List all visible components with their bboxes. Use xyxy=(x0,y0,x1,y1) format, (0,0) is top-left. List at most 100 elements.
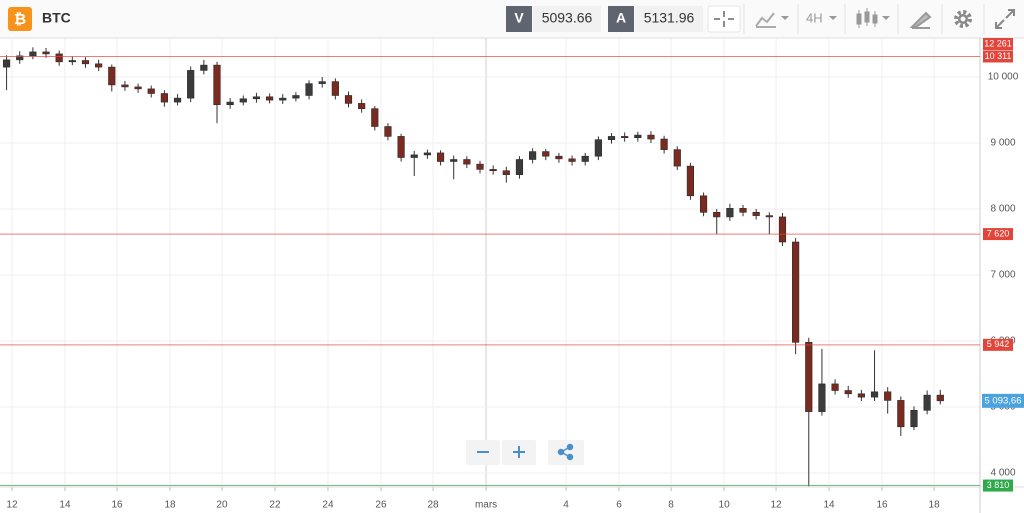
y-tick-label: 9 000 xyxy=(990,138,1015,149)
candle-body xyxy=(358,103,366,109)
price-level-tag xyxy=(983,479,1013,492)
draw-tool-button[interactable] xyxy=(909,11,932,29)
candle-body xyxy=(594,139,602,157)
candle-body xyxy=(607,136,616,141)
candle-body xyxy=(68,60,76,63)
timeframe-button[interactable]: 4H xyxy=(806,10,837,25)
candle-body xyxy=(765,215,773,218)
candle-body xyxy=(173,97,182,103)
candle-body xyxy=(371,108,379,127)
x-tick-label: mars xyxy=(475,500,497,511)
x-tick-label: 6 xyxy=(616,500,622,511)
share-button[interactable] xyxy=(548,440,584,465)
candle-body xyxy=(555,155,563,160)
x-tick-label: 14 xyxy=(59,500,71,511)
candle-body xyxy=(686,165,695,197)
buy-price[interactable]: 5131.96 xyxy=(644,10,695,26)
zoom-in-icon xyxy=(513,446,525,458)
candle-body xyxy=(699,195,708,213)
candle-body xyxy=(805,342,813,412)
candle-body xyxy=(778,216,787,243)
candle-body xyxy=(923,394,931,411)
candle-body xyxy=(16,55,24,61)
candle-body xyxy=(489,169,497,172)
candle-body xyxy=(621,136,629,139)
btc-icon xyxy=(8,7,32,31)
candle-body xyxy=(844,390,852,395)
candle-body xyxy=(134,86,142,90)
candle-body xyxy=(870,391,879,398)
x-tick-label: 12 xyxy=(770,500,782,511)
chart-type-button[interactable] xyxy=(755,12,789,28)
symbol: BTC xyxy=(42,10,71,26)
btc-glyph: ₿ xyxy=(14,11,26,28)
candle-body xyxy=(2,59,11,68)
candle-body xyxy=(95,63,103,68)
candle-body xyxy=(108,66,116,86)
x-tick-label: 10 xyxy=(719,500,731,511)
x-tick-label: 14 xyxy=(823,500,835,511)
x-tick-label: 8 xyxy=(668,500,674,511)
buy-label[interactable]: A xyxy=(616,10,626,26)
candle-body xyxy=(897,400,905,428)
zoom-controls xyxy=(466,440,584,465)
sell-label[interactable]: V xyxy=(514,10,524,26)
sell-button[interactable] xyxy=(506,6,532,32)
candle-body xyxy=(476,163,484,170)
candle-body xyxy=(739,208,747,213)
crosshair-button[interactable] xyxy=(707,5,741,33)
candle-body xyxy=(384,126,392,137)
settings-button[interactable] xyxy=(954,10,972,28)
x-tick-label: 18 xyxy=(164,500,176,511)
candle-body xyxy=(831,383,839,391)
candle-style-button[interactable] xyxy=(856,8,890,28)
x-tick-label: 22 xyxy=(269,500,281,511)
price-level-tag xyxy=(983,50,1013,63)
candle-body xyxy=(305,83,313,96)
candle-body xyxy=(752,212,760,216)
candle-body xyxy=(647,134,655,140)
candle-body xyxy=(910,410,918,428)
candle-body xyxy=(884,391,892,401)
x-tick-label: 20 xyxy=(216,500,228,511)
candle-body xyxy=(423,152,431,156)
candle-body xyxy=(660,138,668,150)
timeframe[interactable]: 4H xyxy=(806,10,823,25)
price-level-tag xyxy=(983,38,1013,50)
x-tick-label: 16 xyxy=(876,500,888,511)
sell-price[interactable]: 5093.66 xyxy=(542,10,593,26)
candle-body xyxy=(410,154,418,158)
candle-body xyxy=(279,97,287,101)
candle-body xyxy=(818,383,826,412)
candle-body xyxy=(344,95,353,104)
price-level-label: 10 311 xyxy=(985,51,1012,61)
candle-body xyxy=(673,149,681,167)
candle-body xyxy=(252,96,261,100)
candle-body xyxy=(187,70,195,99)
candle-body xyxy=(857,393,865,398)
x-tick-label: 12 xyxy=(6,500,18,511)
candle-body xyxy=(515,159,524,175)
candle-body xyxy=(42,51,50,55)
plot-area: 12 14 16 18 20 22 24 26 28 mars 4 6 8 10 12 14 16 18 4 000… xyxy=(0,38,1024,513)
candle-body xyxy=(713,212,721,218)
candle-body xyxy=(29,51,37,57)
price-level-tag xyxy=(983,228,1013,241)
candle-body xyxy=(121,84,129,88)
buy-price-box[interactable] xyxy=(635,6,703,32)
candle-body xyxy=(450,159,458,162)
candle-body xyxy=(213,64,221,106)
candle-body xyxy=(726,208,734,218)
candle-body xyxy=(502,170,510,175)
x-tick-label: 18 xyxy=(929,500,941,511)
candle-body xyxy=(542,151,550,157)
y-tick-label: 8 000 xyxy=(990,204,1015,215)
fullscreen-button[interactable] xyxy=(995,9,1015,29)
price-level-label: 12 261 xyxy=(984,38,1012,48)
sell-price-box[interactable] xyxy=(533,6,601,32)
candle-body xyxy=(634,134,642,139)
buy-button[interactable] xyxy=(608,6,634,32)
candle-body xyxy=(792,241,800,343)
candle-body xyxy=(936,394,944,402)
current-price-label: 5 093,66 xyxy=(985,395,1022,406)
